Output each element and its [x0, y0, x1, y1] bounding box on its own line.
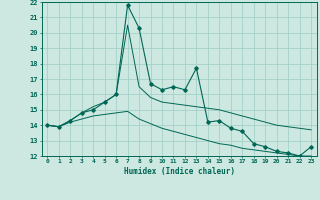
X-axis label: Humidex (Indice chaleur): Humidex (Indice chaleur)	[124, 167, 235, 176]
